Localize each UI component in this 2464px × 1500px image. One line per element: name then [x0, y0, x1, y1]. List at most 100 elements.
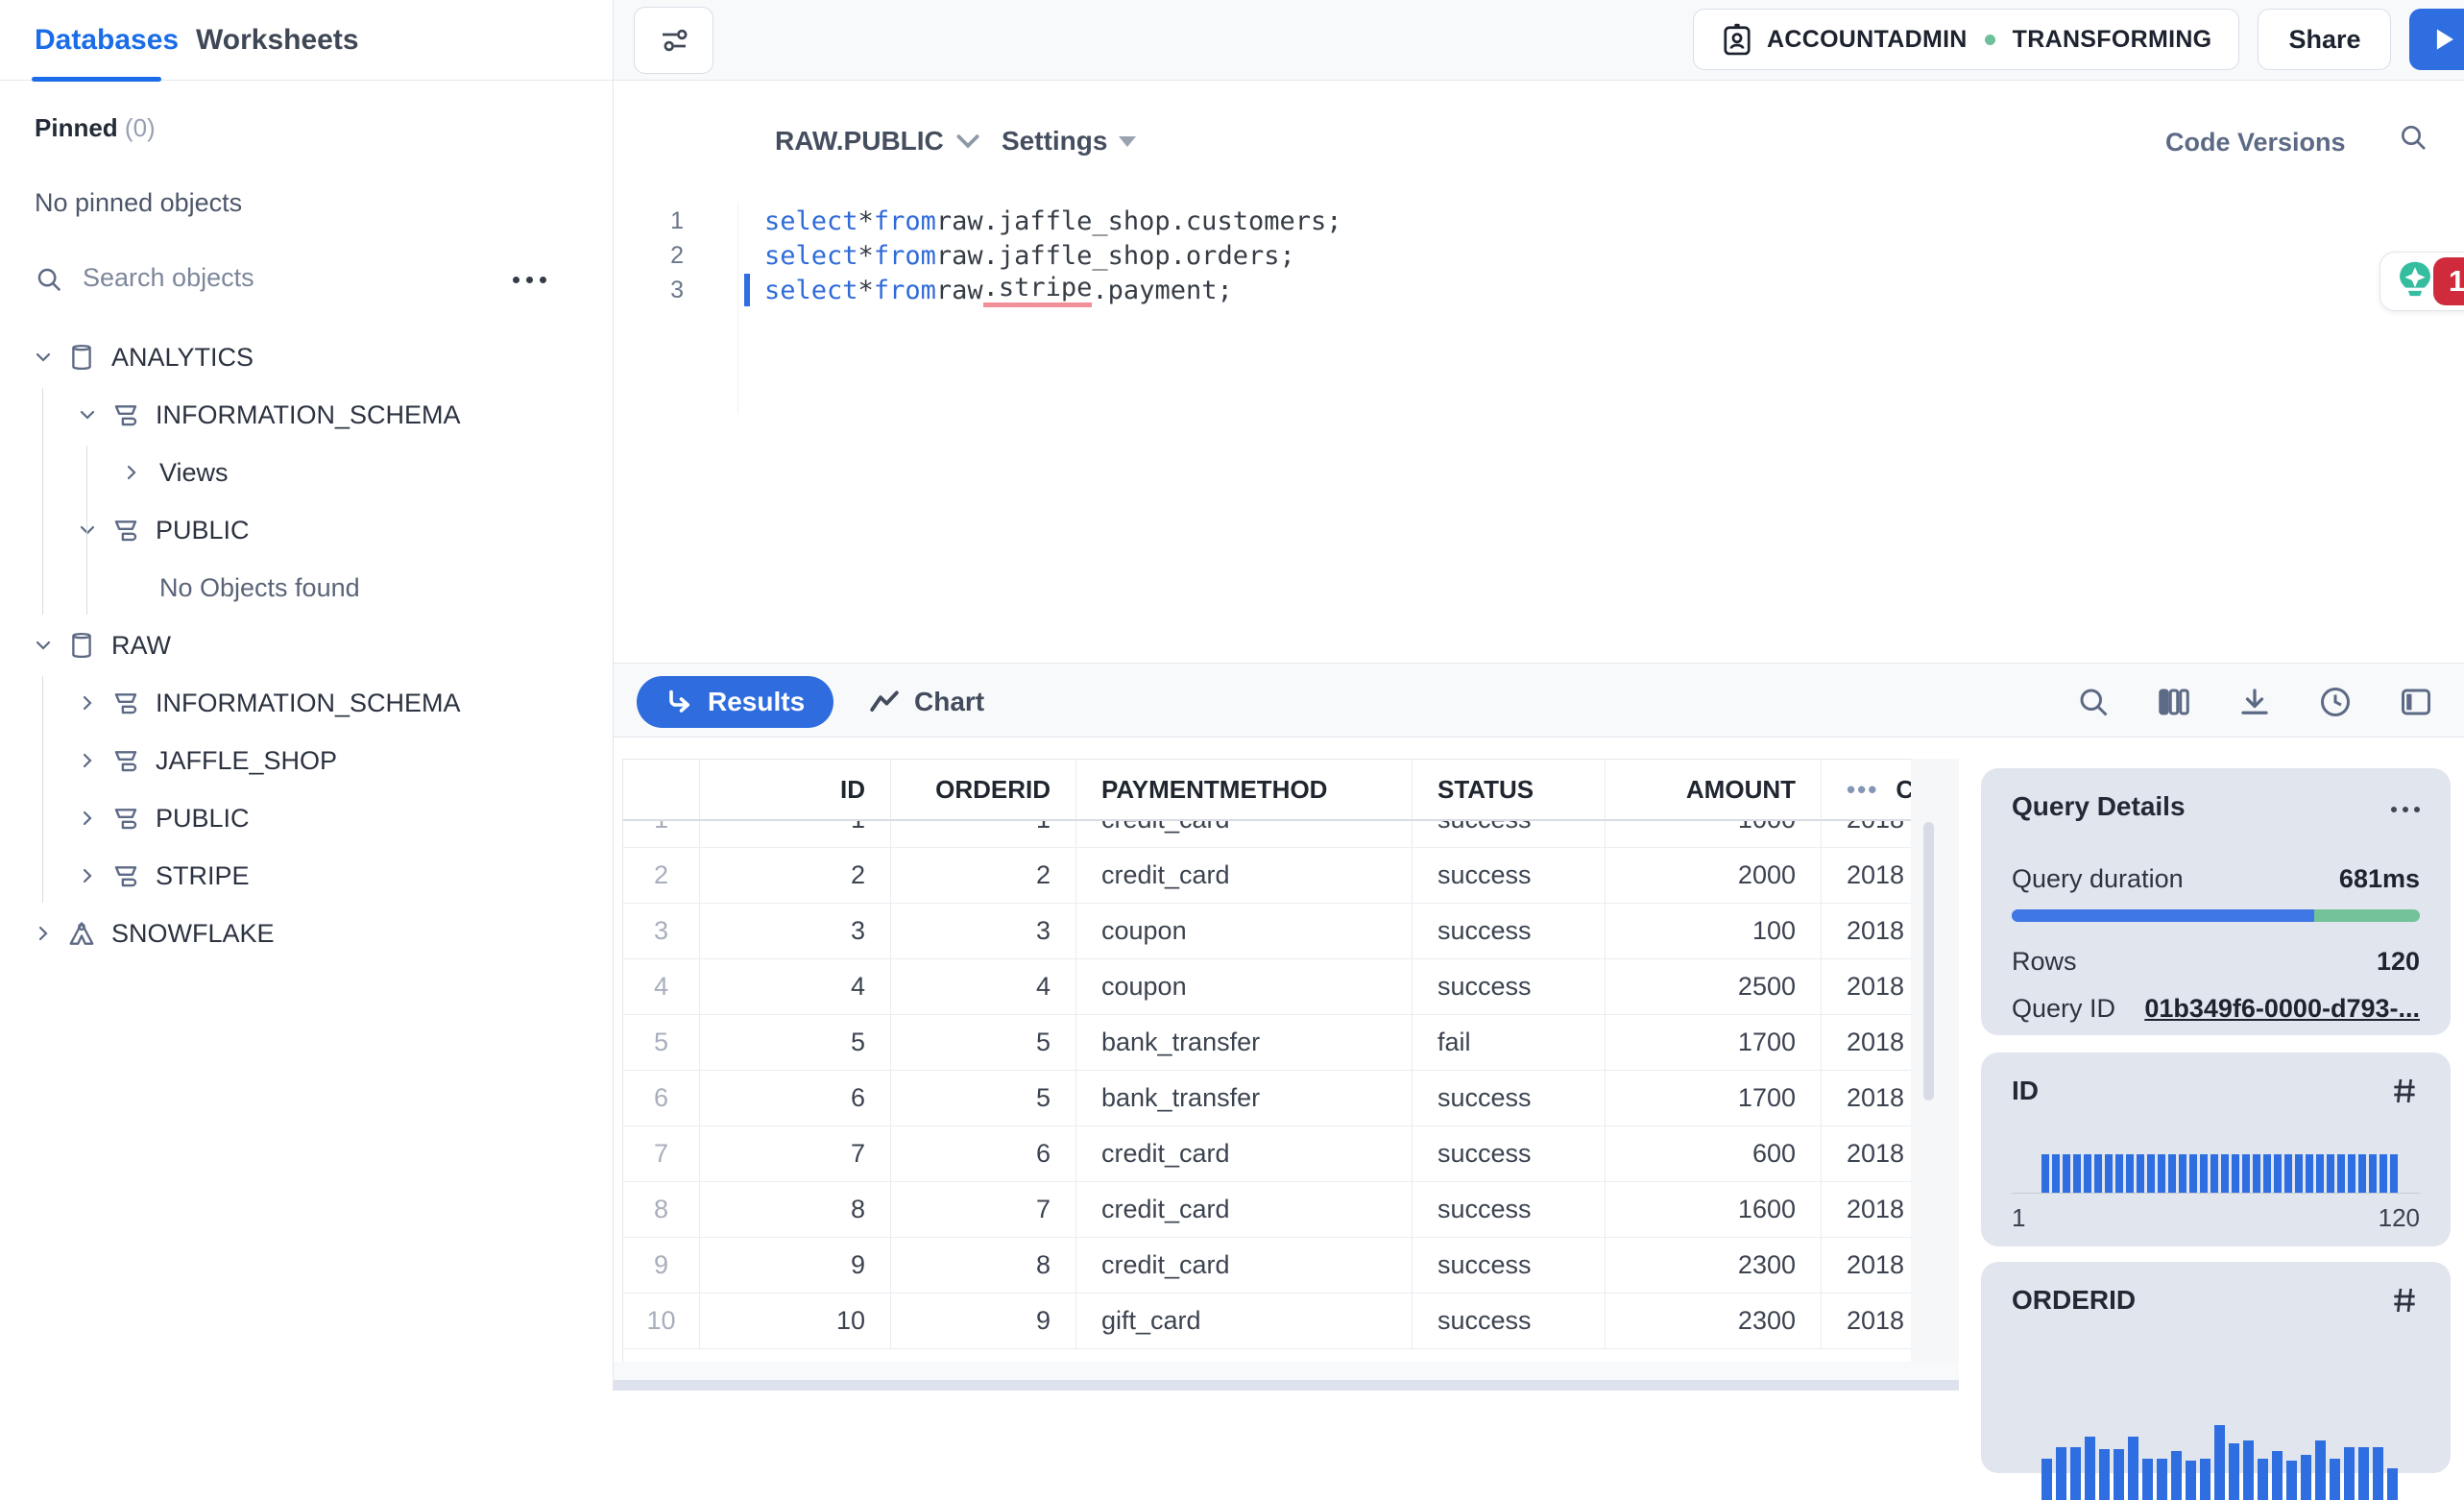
history-icon[interactable]: [2318, 685, 2353, 719]
table-row[interactable]: 5 5 5 bank_transfer fail 1700 2018: [623, 1015, 1911, 1071]
column-header-paymentmethod[interactable]: PAYMENTMETHOD: [1076, 760, 1413, 819]
split-panel-icon[interactable]: [2399, 685, 2433, 719]
role-name: ACCOUNTADMIN: [1767, 25, 1968, 53]
table-row[interactable]: 6 6 5 bank_transfer success 1700 2018: [623, 1071, 1911, 1126]
sidebar-more-menu[interactable]: [513, 277, 546, 283]
table-cell: 2018: [1822, 959, 1911, 1014]
table-row[interactable]: 2 2 2 credit_card success 2000 2018: [623, 848, 1911, 904]
column-header-status[interactable]: STATUS: [1413, 760, 1606, 819]
tree-item-public[interactable]: PUBLIC: [0, 789, 614, 847]
table-row[interactable]: 10 10 9 gift_card success 2300 2018: [623, 1294, 1911, 1349]
table-cell: 2: [623, 848, 700, 903]
tree-item-information-schema[interactable]: INFORMATION_SCHEMA: [0, 386, 614, 444]
column-header-orderid[interactable]: ORDERID: [891, 760, 1076, 819]
column-header-amount[interactable]: AMOUNT: [1606, 760, 1822, 819]
return-arrow-icon: [665, 689, 694, 715]
tree-item-analytics[interactable]: ANALYTICS: [0, 328, 614, 386]
tree-item-label: PUBLIC: [156, 803, 250, 833]
tree-item-public[interactable]: PUBLIC: [0, 501, 614, 559]
numeric-column-icon[interactable]: [2389, 1285, 2420, 1316]
search-objects-input[interactable]: Search objects: [83, 263, 254, 292]
schema-icon: [111, 746, 140, 775]
chevron-right-icon[interactable]: [75, 864, 100, 887]
column-menu-icon[interactable]: •••: [1847, 774, 1879, 804]
tree-guide: [42, 388, 43, 615]
tree-item-label: SNOWFLAKE: [111, 918, 275, 948]
vertical-scrollbar-thumb[interactable]: [1923, 822, 1934, 1101]
id-column-card: ID 1 120: [1981, 1052, 2451, 1246]
chevron-right-icon[interactable]: [31, 922, 56, 945]
tab-databases[interactable]: Databases: [35, 24, 180, 56]
columns-icon[interactable]: [2157, 685, 2191, 719]
tree-item-information-schema[interactable]: INFORMATION_SCHEMA: [0, 674, 614, 732]
query-id-link[interactable]: 01b349f6-0000-d793-...: [2144, 994, 2420, 1023]
histogram-bar: [2052, 1154, 2060, 1193]
table-cell: success: [1413, 821, 1606, 847]
table-row[interactable]: 8 8 7 credit_card success 1600 2018: [623, 1182, 1911, 1238]
play-icon: [2433, 27, 2456, 52]
chevron-right-icon[interactable]: [75, 807, 100, 830]
chevron-down-icon[interactable]: [75, 519, 100, 542]
table-row[interactable]: 9 9 8 credit_card success 2300 2018: [623, 1238, 1911, 1294]
run-button[interactable]: [2409, 9, 2464, 70]
chevron-down-icon[interactable]: [31, 346, 56, 369]
object-search: Search objects: [0, 252, 614, 309]
results-table[interactable]: IDORDERIDPAYMENTMETHODSTATUSAMOUNT•••CRE…: [622, 759, 1911, 1362]
sidebar: Databases Worksheets Pinned (0) No pinne…: [0, 0, 614, 1391]
download-icon[interactable]: [2237, 685, 2272, 719]
tree-item-stripe[interactable]: STRIPE: [0, 847, 614, 905]
orderid-histogram[interactable]: [2041, 1343, 2398, 1500]
code-line-3[interactable]: 3 select * from raw .stripe .payment;: [614, 273, 2464, 307]
code-versions-link[interactable]: Code Versions: [2165, 128, 2346, 157]
histogram-bar: [2229, 1443, 2239, 1500]
chevron-right-icon[interactable]: [119, 461, 144, 484]
tree-item-raw[interactable]: RAW: [0, 617, 614, 674]
query-id-label: Query ID: [2012, 994, 2116, 1023]
table-cell: 7: [700, 1126, 891, 1181]
query-details-menu[interactable]: [2391, 801, 2420, 812]
table-cell: 1: [623, 821, 700, 847]
chevron-right-icon[interactable]: [75, 691, 100, 714]
tree-item-snowflake[interactable]: SNOWFLAKE: [0, 905, 614, 962]
tree-item-views[interactable]: Views: [0, 444, 614, 501]
numeric-column-icon[interactable]: [2389, 1076, 2420, 1106]
filters-button[interactable]: [634, 7, 713, 74]
sql-editor[interactable]: RAW.PUBLIC Settings Code Versions 1 selec…: [614, 82, 2464, 663]
tab-results[interactable]: Results: [637, 676, 834, 728]
settings-dropdown[interactable]: Settings: [1002, 126, 1137, 157]
histogram-bar: [2330, 1459, 2340, 1500]
code-lines[interactable]: 1 select * from raw.jaffle_shop.customers…: [614, 204, 2464, 307]
error-count-badge[interactable]: 1: [2433, 257, 2464, 305]
table-row[interactable]: 4 4 4 coupon success 2500 2018: [623, 959, 1911, 1015]
chevron-down-icon[interactable]: [31, 634, 56, 657]
chevron-right-icon[interactable]: [75, 749, 100, 772]
table-cell: 8: [700, 1182, 891, 1237]
share-button[interactable]: Share: [2258, 9, 2392, 70]
table-cell: 2018: [1822, 904, 1911, 958]
table-row[interactable]: 3 3 3 coupon success 100 2018: [623, 904, 1911, 959]
database-schema-selector[interactable]: RAW.PUBLIC: [775, 126, 980, 157]
editor-header: RAW.PUBLIC Settings Code Versions: [614, 82, 2464, 203]
context-selector[interactable]: ACCOUNTADMIN TRANSFORMING: [1693, 9, 2240, 70]
column-header-id[interactable]: ID: [700, 760, 891, 819]
table-cell: 100: [1606, 904, 1822, 958]
app-icon: [67, 919, 96, 948]
table-cell: gift_card: [1076, 1294, 1413, 1348]
editor-search-icon[interactable]: [2398, 122, 2428, 153]
column-header-created[interactable]: •••CREATED: [1822, 760, 1911, 819]
histogram-bar: [2210, 1154, 2218, 1193]
horizontal-scrollbar[interactable]: [614, 1380, 1965, 1391]
table-row[interactable]: 111credit_cardsuccess10002018: [623, 821, 1911, 848]
vertical-scrollbar[interactable]: [1911, 759, 1959, 1362]
table-row[interactable]: 7 7 6 credit_card success 600 2018: [623, 1126, 1911, 1182]
search-results-icon[interactable]: [2076, 685, 2111, 719]
tree-item-jaffle-shop[interactable]: JAFFLE_SHOP: [0, 732, 614, 789]
id-histogram[interactable]: [2041, 1154, 2398, 1193]
id-min-label: 1: [2012, 1203, 2026, 1232]
table-cell: 2018: [1822, 821, 1911, 847]
chevron-down-icon[interactable]: [75, 403, 100, 426]
tab-chart[interactable]: Chart: [869, 676, 984, 728]
code-line-2[interactable]: 2 select * from raw.jaffle_shop.orders;: [614, 238, 2464, 273]
tab-worksheets[interactable]: Worksheets: [196, 24, 359, 56]
code-line-1[interactable]: 1 select * from raw.jaffle_shop.customers…: [614, 204, 2464, 238]
